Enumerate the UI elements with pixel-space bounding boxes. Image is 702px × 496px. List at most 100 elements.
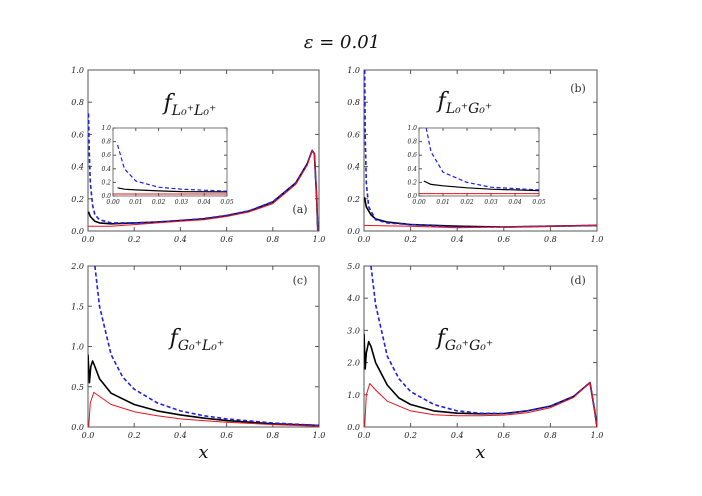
- panel-d-ytick-label: 5.0: [347, 262, 360, 271]
- panel-c-ytick-label: 0.5: [71, 383, 84, 392]
- panel-a-xtick-label: 0.8: [266, 235, 279, 244]
- panel-d-series-red: [364, 382, 597, 427]
- panel-a-inset-series-blue-dashed: [117, 144, 227, 192]
- panel-a-inset-series-black: [117, 187, 227, 193]
- panel-b-xtick-label: 1.0: [591, 235, 604, 244]
- panel-c-xtick-label: 0.4: [174, 431, 187, 440]
- panel-b-ytick-label: 0.4: [347, 163, 360, 172]
- panel-c-axes: 0.0 0.2 0.4 0.6 0.8 1.0 0.0 0.5 1.0 1.5 2.0: [70, 262, 325, 440]
- panel-b-xtick-label: 0.8: [544, 235, 557, 244]
- panel-b-series-red: [364, 224, 597, 229]
- panel-b-inset-xtick-label: 0.04: [508, 199, 522, 206]
- panel-a-inset-frame: [112, 127, 228, 197]
- panel-b-ytick-label: 1.0: [347, 66, 360, 75]
- panel-a-inset-ytick-label: 0.4: [101, 166, 111, 173]
- panel-d-ytick-label: 3.0: [347, 326, 360, 335]
- panel-c-label: (c): [293, 274, 308, 287]
- panel-c-xtick-label: 0.6: [220, 431, 233, 440]
- panel-b-ytick-label: 0.0: [347, 227, 360, 236]
- panel-a-function-subscript: L₀⁺L₀⁺: [171, 103, 217, 119]
- panel-d-xtick-label: 0.2: [404, 431, 417, 440]
- panel-b-inset-xtick-label: 0.00: [412, 199, 426, 206]
- panel-a-inset-ytick-label: 1.0: [101, 125, 111, 132]
- panel-a-xtick-label: 0.2: [128, 235, 141, 244]
- panel-a-inset-ytick-label: 0.8: [101, 139, 111, 146]
- panel-b-inset-axes: 0.00 0.01 0.02 0.03 0.04 0.05 0.0 0.2 0.4 0.6 0.8 1…: [407, 125, 545, 206]
- panel-a-inset-ytick-label: 0.6: [101, 152, 111, 159]
- panel-a-ytick-label: 1.0: [71, 66, 84, 75]
- panel-a-inset-xtick-label: 0.04: [198, 199, 212, 206]
- panel-b-ytick-label: 0.2: [347, 195, 360, 204]
- panel-d-xtick-label: 0.6: [497, 431, 510, 440]
- panel-a-inset-xtick-label: 0.03: [175, 199, 189, 206]
- panel-a-ytick-label: 0.0: [71, 227, 84, 236]
- panel-c-ytick-label: 1.0: [71, 343, 84, 352]
- panel-d-ytick-label: 0.0: [347, 423, 360, 432]
- panel-b-inset-xtick-label: 0.01: [436, 199, 449, 206]
- panel-c-xtick-label: 1.0: [313, 431, 326, 440]
- panel-b-xtick-label: 0.6: [497, 235, 510, 244]
- panel-a-series-blue-dashed: [88, 113, 319, 231]
- panel-b-inset-xtick-label: 0.02: [460, 199, 474, 206]
- panel-c-series-blue-dashed: [94, 266, 319, 427]
- panel-c-ytick-label: 0.0: [71, 423, 84, 432]
- panel-c-xtick-label: 0.8: [266, 431, 279, 440]
- panel-d-xtick-label: 1.0: [591, 431, 604, 440]
- panel-b-inset-ytick-label: 0.2: [407, 179, 417, 186]
- panel-b-inset-xtick-label: 0.05: [532, 199, 546, 206]
- panel-a-inset-axes: 0.00 0.01 0.02 0.03 0.04 0.05 0.0 0.2 0.4 0.6 0.8 1…: [101, 125, 233, 206]
- panel-b-function-subscript: L₀⁺G₀⁺: [445, 101, 492, 117]
- panel-a-ytick-label: 0.2: [71, 195, 84, 204]
- panel-a-xtick-label: 1.0: [313, 235, 326, 244]
- figure-title: ε = 0.01: [304, 32, 380, 53]
- panel-a-series-red: [88, 150, 319, 231]
- panel-b-inset-series-blue-dashed: [425, 128, 539, 191]
- panel-b-xtick-label: 0.2: [404, 235, 417, 244]
- panel-a-inset-xtick-label: 0.05: [220, 199, 234, 206]
- panel-d-function-subscript: G₀⁺G₀⁺: [445, 338, 493, 354]
- panel-b-inset-ytick-label: 0.4: [407, 166, 417, 173]
- panel-d-series-black: [364, 333, 597, 427]
- panel-c-xtick-label: 0.0: [82, 431, 95, 440]
- panel-a-label: (a): [292, 203, 307, 216]
- panel-a-ytick-label: 0.8: [71, 98, 84, 107]
- panel-d-label: (d): [570, 274, 586, 287]
- panel-d-xtick-label: 0.0: [358, 431, 371, 440]
- panel-c-ytick-label: 1.5: [71, 302, 84, 311]
- panel-b-inset-xtick-label: 0.03: [484, 199, 498, 206]
- panel-a-inset-xtick-label: 0.02: [152, 199, 166, 206]
- panel-c-series-black: [88, 354, 319, 427]
- panel-c-series-red: [88, 391, 319, 427]
- panel-d-ytick-label: 2.0: [346, 359, 360, 368]
- panel-a-inset-ytick-label: 0.0: [101, 193, 111, 200]
- panel-b-inset-series-black: [423, 180, 539, 192]
- panel-a-xtick-label: 0.0: [82, 235, 95, 244]
- panel-b-ytick-label: 0.8: [347, 98, 360, 107]
- panel-b-inset-ytick-label: 0.0: [407, 193, 417, 200]
- panel-d-axes: 0.0 0.2 0.4 0.6 0.8 1.0 0.0 1.0 2.0 3.0 4.0 5.0: [346, 262, 603, 440]
- panel-d-xlabel: x: [475, 442, 485, 463]
- panel-d-ytick-label: 1.0: [347, 391, 360, 400]
- panel-a-ytick-label: 0.6: [71, 130, 84, 139]
- panel-b-inset-ytick-label: 0.6: [407, 152, 417, 159]
- panel-c-function-subscript: G₀⁺L₀⁺: [178, 338, 224, 354]
- panel-d-xtick-label: 0.8: [544, 431, 557, 440]
- panel-a-xtick-label: 0.4: [174, 235, 187, 244]
- panel-a-inset-xtick-label: 0.01: [129, 199, 142, 206]
- panel-b-ytick-label: 0.6: [347, 130, 360, 139]
- panel-a-inset-ytick-label: 0.2: [101, 179, 111, 186]
- panel-c-ytick-label: 2.0: [70, 262, 84, 271]
- panel-c-xlabel: x: [198, 442, 208, 463]
- panel-d-xtick-label: 0.4: [451, 431, 464, 440]
- panel-a-ytick-label: 0.4: [71, 163, 84, 172]
- panel-b-xtick-label: 0.4: [451, 235, 464, 244]
- panel-b-xtick-label: 0.0: [358, 235, 371, 244]
- panel-b-inset-ytick-label: 0.8: [407, 139, 417, 146]
- panel-b-label: (b): [570, 82, 586, 95]
- panel-c-xtick-label: 0.2: [128, 431, 141, 440]
- panel-d-ytick-label: 4.0: [346, 294, 360, 303]
- panel-b-inset-ytick-label: 1.0: [407, 125, 417, 132]
- panel-a-xtick-label: 0.6: [220, 235, 233, 244]
